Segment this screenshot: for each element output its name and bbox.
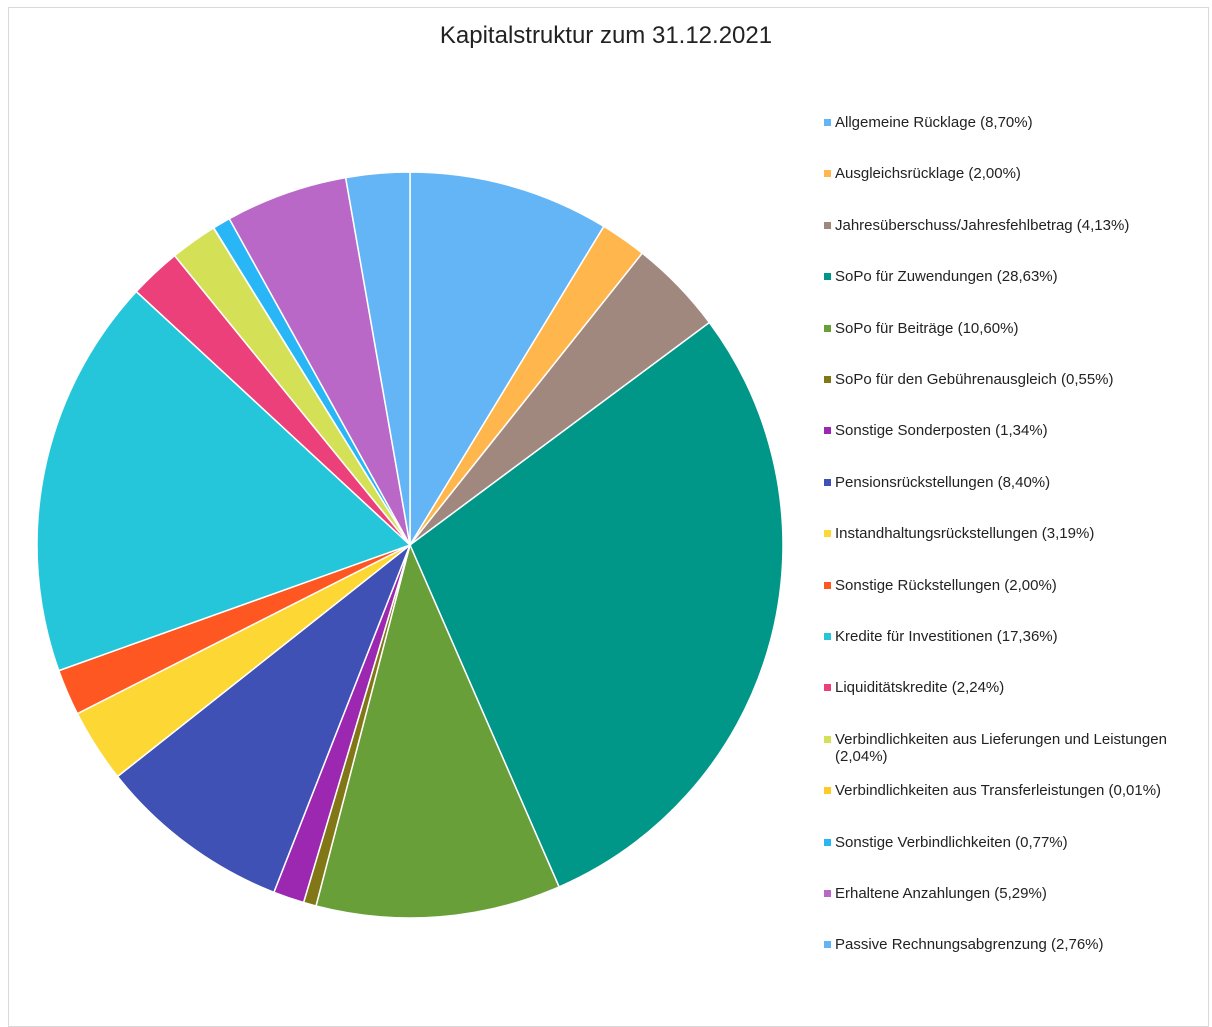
legend-item-2: Ausgleichsrücklage (2,00%): [824, 165, 1204, 182]
legend-item-5: SoPo für Beiträge (10,60%): [824, 320, 1204, 337]
legend-swatch: [824, 119, 831, 126]
legend-swatch: [824, 376, 831, 383]
legend-swatch: [824, 530, 831, 538]
legend-label: Allgemeine Rücklage (8,70%): [835, 114, 1033, 131]
legend-item-7: Sonstige Sonderposten (1,34%): [824, 422, 1204, 439]
legend-item-4: SoPo für Zuwendungen (28,63%): [824, 268, 1204, 285]
legend-item-13: Verbindlichkeiten aus Lieferungen und Le…: [824, 731, 1204, 765]
legend-item-3: Jahresüberschuss/Jahresfehlbetrag (4,13%…: [824, 217, 1204, 234]
legend-item-15: Sonstige Verbindlichkeiten (0,77%): [824, 834, 1204, 851]
legend-label: Verbindlichkeiten aus Lieferungen und Le…: [835, 730, 1167, 765]
legend-item-16: Erhaltene Anzahlungen (5,29%): [824, 885, 1204, 902]
legend-item-11: Kredite für Investitionen (17,36%): [824, 628, 1204, 645]
legend-item-9: Instandhaltungsrückstellungen (3,19%): [824, 525, 1204, 542]
legend-swatch: [824, 324, 831, 332]
legend-swatch: [824, 684, 831, 692]
legend-label: Instandhaltungsrückstellungen (3,19%): [835, 525, 1095, 543]
pie-slice-8: [116, 542, 412, 894]
legend-swatch: [824, 170, 831, 178]
legend-item-12: Liquiditätskredite (2,24%): [824, 679, 1204, 696]
legend-label: SoPo für den Gebührenausgleich (0,55%): [835, 371, 1114, 388]
legend-swatch: [824, 427, 831, 435]
pie-slice-17: [344, 171, 411, 546]
pie-slice-11: [36, 290, 412, 672]
legend-item-1: Allgemeine Rücklage (8,70%): [824, 114, 1204, 131]
legend-swatch: [824, 633, 831, 640]
legend-item-10: Sonstige Rückstellungen (2,00%): [824, 577, 1204, 594]
legend-swatch: [824, 273, 831, 281]
legend-label: Verbindlichkeiten aus Transferleistungen…: [835, 782, 1162, 800]
legend-label: Sonstige Verbindlichkeiten (0,77%): [835, 833, 1068, 851]
legend-swatch: [824, 941, 831, 949]
legend-label: Kredite für Investitionen (17,36%): [835, 628, 1058, 645]
legend-swatch: [824, 838, 831, 846]
legend-swatch: [824, 787, 831, 795]
legend-label: Passive Rechnungsabgrenzung (2,76%): [835, 936, 1104, 954]
legend-label: SoPo für Zuwendungen (28,63%): [835, 268, 1058, 286]
legend-label: Liquiditätskredite (2,24%): [835, 679, 1005, 697]
legend-label: Pensionsrückstellungen (8,40%): [835, 473, 1051, 491]
legend-label: SoPo für Beiträge (10,60%): [835, 319, 1019, 337]
legend-label: Sonstige Rückstellungen (2,00%): [835, 576, 1057, 594]
chart-title: Kapitalstruktur zum 31.12.2021: [439, 22, 773, 49]
legend-swatch: [824, 581, 831, 589]
legend-item-6: SoPo für den Gebührenausgleich (0,55%): [824, 371, 1204, 388]
legend-label: Jahresüberschuss/Jahresfehlbetrag (4,13%…: [835, 216, 1130, 234]
legend-swatch: [824, 735, 831, 743]
legend-item-14: Verbindlichkeiten aus Transferleistungen…: [824, 782, 1204, 799]
legend-label: Erhaltene Anzahlungen (5,29%): [835, 885, 1047, 902]
legend-label: Ausgleichsrücklage (2,00%): [835, 165, 1021, 183]
legend-item-8: Pensionsrückstellungen (8,40%): [824, 474, 1204, 491]
legend-item-17: Passive Rechnungsabgrenzung (2,76%): [824, 936, 1204, 953]
legend-label: Sonstige Sonderposten (1,34%): [835, 422, 1048, 440]
legend-swatch: [824, 478, 831, 486]
pie-slice-1: [409, 171, 605, 548]
pie-slice-5: [315, 542, 561, 919]
legend-swatch: [824, 890, 831, 897]
pie-slice-4: [409, 321, 784, 888]
legend-swatch: [824, 221, 831, 229]
